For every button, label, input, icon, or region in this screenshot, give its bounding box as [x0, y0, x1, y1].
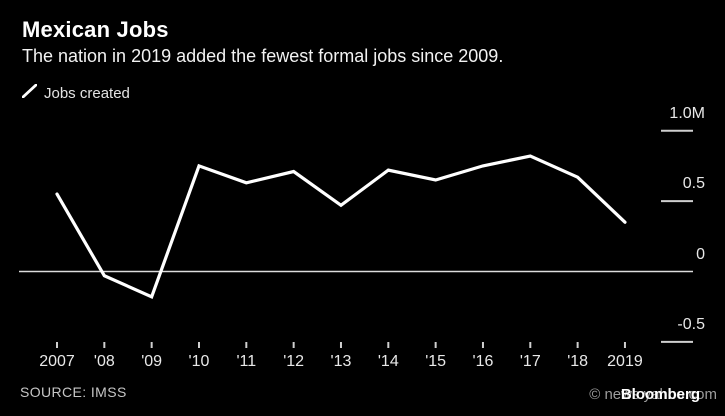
chart-subtitle: The nation in 2019 added the fewest form… — [22, 46, 504, 66]
chart-title: Mexican Jobs — [22, 17, 169, 42]
x-axis-label: '18 — [567, 353, 589, 370]
x-axis-label: 2007 — [39, 353, 75, 370]
site-watermark: © news.yahoo.com — [589, 386, 717, 403]
x-axis-label: '08 — [93, 353, 115, 370]
source-note: SOURCE: IMSS — [20, 384, 127, 400]
bloomberg-watermark: Bloomberg — [620, 386, 700, 403]
x-axis-label: '09 — [141, 353, 163, 370]
y-axis-label: 1.0M — [669, 104, 705, 122]
line-series-icon — [21, 83, 38, 103]
x-axis-label: '17 — [519, 353, 541, 370]
x-axis-label: '14 — [377, 353, 399, 370]
jobs-created-line — [55, 154, 627, 300]
x-axis-label: '10 — [188, 353, 210, 370]
y-axis-label: -0.5 — [677, 315, 705, 333]
x-axis-label: '12 — [283, 353, 305, 370]
x-axis-label: 2019 — [607, 353, 643, 370]
x-axis-label: '13 — [330, 353, 352, 370]
x-axis-label: '11 — [236, 353, 257, 370]
legend-label: Jobs created — [44, 85, 130, 102]
x-axis-label: '16 — [472, 353, 494, 370]
x-axis-label: '15 — [425, 353, 447, 370]
y-axis-label: 0 — [696, 245, 705, 263]
y-axis-label: 0.5 — [682, 175, 705, 193]
legend: Jobs created — [21, 83, 130, 103]
